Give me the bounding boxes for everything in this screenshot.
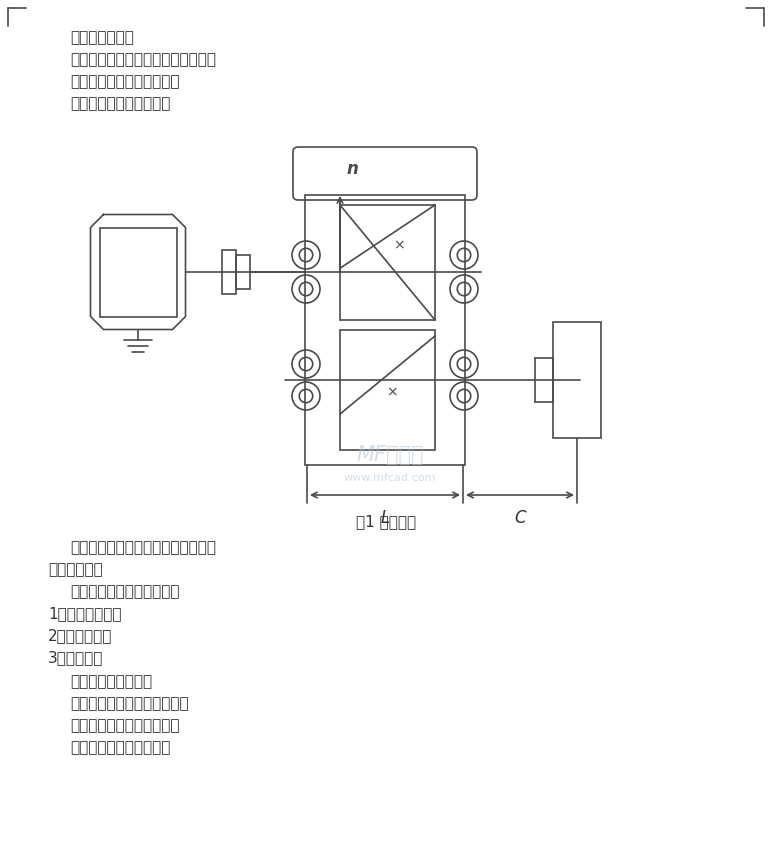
Text: 画出轴结构图: 画出轴结构图 — [48, 562, 103, 577]
Text: ×: × — [393, 238, 405, 253]
Bar — [305, 195, 465, 465]
Text: ×: × — [387, 386, 398, 399]
Text: （三）选择轴承: （三）选择轴承 — [70, 30, 134, 45]
Text: （五）初步设计轴的结构: （五）初步设计轴的结构 — [70, 96, 171, 111]
Text: （按许用弯曲应力方法校核）: （按许用弯曲应力方法校核） — [70, 696, 188, 711]
Text: （七）轴的强度校核: （七）轴的强度校核 — [70, 674, 152, 689]
Text: MF沐风网: MF沐风网 — [356, 445, 424, 465]
Bar — [340, 205, 435, 320]
Bar — [340, 330, 435, 450]
Text: L: L — [381, 509, 390, 527]
Bar — [100, 228, 177, 316]
Text: （六）选择键的类型和尺寸: （六）选择键的类型和尺寸 — [70, 584, 180, 599]
Text: （画出一齿轮的结构简图）: （画出一齿轮的结构简图） — [70, 74, 180, 89]
Bar — [222, 250, 236, 294]
Text: 图1 传动简图: 图1 传动简图 — [356, 514, 416, 529]
Text: 3、写出标记: 3、写出标记 — [48, 650, 103, 665]
Text: 1、选择键的类型: 1、选择键的类型 — [48, 606, 121, 621]
Text: （四）计算和确定齿轮的各部分尺寸: （四）计算和确定齿轮的各部分尺寸 — [70, 52, 216, 67]
Text: www.mfcad.com: www.mfcad.com — [344, 473, 436, 483]
Text: （九）键联接的强度计算: （九）键联接的强度计算 — [70, 740, 171, 755]
Text: （阶梯轴各阶段直径和长度的确定）: （阶梯轴各阶段直径和长度的确定） — [70, 540, 216, 555]
Text: C: C — [514, 509, 526, 527]
Text: （八）滚动轴承的对命计算: （八）滚动轴承的对命计算 — [70, 718, 180, 733]
Bar — [236, 255, 250, 289]
Text: n: n — [346, 160, 358, 178]
Bar — [553, 322, 601, 438]
Text: 2、尺寸的确定: 2、尺寸的确定 — [48, 628, 113, 643]
